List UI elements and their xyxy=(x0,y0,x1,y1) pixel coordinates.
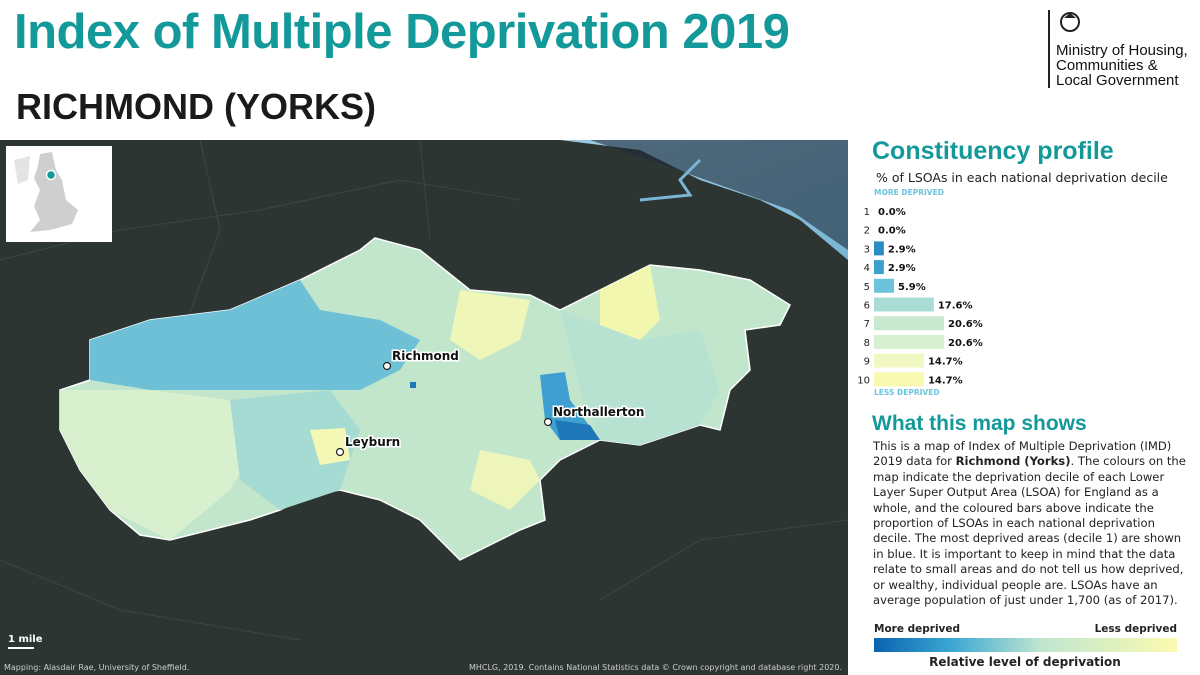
deprivation-zone xyxy=(600,265,660,350)
bar xyxy=(874,297,934,312)
value-label: 14.7% xyxy=(928,375,963,386)
bar xyxy=(874,372,924,387)
category-label: 8 xyxy=(864,338,870,349)
place-marker xyxy=(543,417,553,427)
deprivation-zone xyxy=(60,390,260,540)
text: . The colours on the map indicate the de… xyxy=(873,454,1186,608)
deprivation-zone xyxy=(540,372,600,440)
bar xyxy=(874,353,924,368)
profile-title: Constituency profile xyxy=(872,137,1114,165)
inset-location xyxy=(45,169,57,181)
bottom-label: LESS DEPRIVED xyxy=(874,388,940,397)
explanation-title: What this map shows xyxy=(872,412,1087,435)
value-label: 17.6% xyxy=(938,301,973,312)
place-label: Northallerton xyxy=(553,405,644,419)
value-label: 2.9% xyxy=(888,244,916,255)
legend-gradient xyxy=(874,638,1177,652)
deprivation-zone xyxy=(555,420,600,440)
category-label: 5 xyxy=(864,282,870,293)
scale-label: 1 mile xyxy=(8,634,43,645)
top-label: MORE DEPRIVED xyxy=(874,188,944,197)
text: This is a map of Index of Multiple Depri… xyxy=(873,439,1172,469)
value-label: 0.0% xyxy=(878,207,906,218)
logo-line: Local Government xyxy=(1056,72,1179,89)
value-label: 14.7% xyxy=(928,357,963,368)
bar xyxy=(874,241,884,256)
legend: More deprived Less deprived Relative lev… xyxy=(874,623,1177,669)
legend-caption: Relative level of deprivation xyxy=(929,655,1121,669)
place-label: Leyburn xyxy=(345,435,400,449)
credit: Mapping: Alasdair Rae, University of She… xyxy=(4,663,189,672)
logo-line: Ministry of Housing, xyxy=(1056,42,1188,59)
deprivation-zone xyxy=(470,450,540,510)
bar xyxy=(874,316,945,331)
river xyxy=(639,158,702,202)
profile-subtitle: % of LSOAs in each national deprivation … xyxy=(876,170,1168,185)
deprivation-zone xyxy=(450,290,530,360)
decile-chart: MORE DEPRIVED LESS DEPRIVED 1 0.0% 2 0.0% 3 2… xyxy=(857,188,983,397)
category-label: 10 xyxy=(857,375,870,386)
legend-right: Less deprived xyxy=(1095,623,1177,635)
legend-left: More deprived xyxy=(874,623,960,635)
deprivation-zone xyxy=(560,310,720,445)
category-label: 7 xyxy=(864,319,870,330)
urban-area xyxy=(590,140,848,250)
page-title: Index of Multiple Deprivation 2019 xyxy=(14,5,790,59)
inset-neighbour xyxy=(14,156,30,184)
place-marker xyxy=(382,361,392,371)
place-label: Richmond xyxy=(392,349,459,363)
page-subtitle: RICHMOND (YORKS) xyxy=(16,86,376,127)
value-label: 5.9% xyxy=(898,282,926,293)
credit: MHCLG, 2019. Contains National Statistic… xyxy=(469,663,842,672)
crest-icon xyxy=(1060,12,1080,32)
map: Richmond Leyburn Northallerton 1 mile Mapp… xyxy=(0,140,848,675)
category-label: 9 xyxy=(864,357,870,368)
value-label: 0.0% xyxy=(878,226,906,237)
explanation-text: This is a map of Index of Multiple Depri… xyxy=(873,439,1191,608)
category-label: 1 xyxy=(864,207,870,218)
logo: Ministry of Housing, Communities & Local… xyxy=(1048,10,1188,88)
side-panel: Constituency profile % of LSOAs in each … xyxy=(848,137,1200,675)
category-label: 3 xyxy=(864,244,870,255)
category-label: 2 xyxy=(864,226,870,237)
text-bold: Richmond (Yorks) xyxy=(955,454,1071,469)
value-label: 20.6% xyxy=(948,319,983,330)
place-marker xyxy=(335,447,345,457)
value-label: 2.9% xyxy=(888,263,916,274)
inset-england xyxy=(30,152,78,232)
category-label: 4 xyxy=(864,263,870,274)
category-label: 6 xyxy=(864,301,870,312)
logo-line: Communities & xyxy=(1056,57,1158,74)
deprivation-zone xyxy=(230,390,360,510)
value-label: 20.6% xyxy=(948,338,983,349)
deprivation-zone xyxy=(90,280,420,390)
bar xyxy=(874,278,895,293)
bar xyxy=(874,260,884,275)
deprivation-zone xyxy=(410,382,416,388)
bar xyxy=(874,334,945,349)
